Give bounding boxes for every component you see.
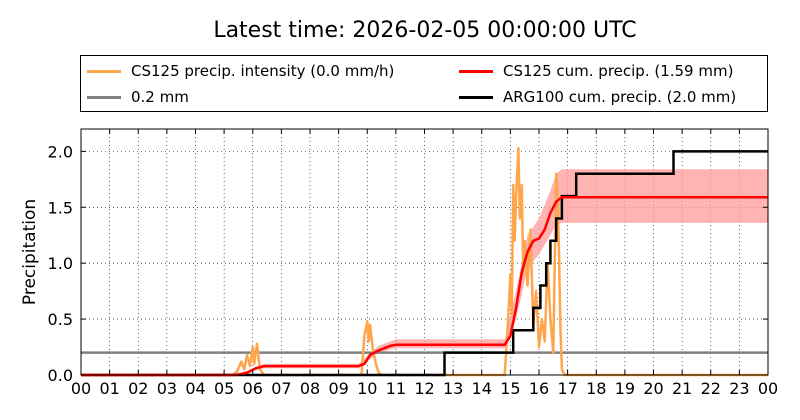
x-tick-label: 02: [128, 379, 148, 398]
x-tick-label: 15: [500, 379, 520, 398]
y-axis-label: Precipitation: [20, 199, 40, 305]
series-layer: [81, 146, 768, 377]
x-tick-label: 08: [300, 379, 320, 398]
legend-item-threshold: 0.2 mm: [87, 86, 189, 108]
y-tick-label: 1.0: [48, 254, 73, 273]
legend-swatch-threshold: [87, 95, 121, 99]
x-tick-label: 10: [357, 379, 377, 398]
tick-layer: 00 01 02 03 04 05 06 07 08 09 10 11 12 13 14 15 16 17 18 19…: [48, 129, 778, 398]
x-tick-label: 00: [71, 379, 91, 398]
legend: CS125 precip. intensity (0.0 mm/h) CS125…: [80, 55, 768, 112]
x-tick-label: 20: [643, 379, 663, 398]
legend-item-cs125-intensity: CS125 precip. intensity (0.0 mm/h): [87, 60, 394, 82]
x-tick-label: 21: [672, 379, 692, 398]
legend-label-threshold: 0.2 mm: [131, 88, 189, 106]
cs125-uncertainty-band: [81, 169, 768, 375]
arg100-cum-line: [81, 150, 768, 377]
x-tick-label: 11: [386, 379, 406, 398]
y-tick-label: 2.0: [48, 142, 73, 161]
legend-item-arg100-cum: ARG100 cum. precip. (2.0 mm): [459, 86, 736, 108]
y-tick-label: 0.0: [48, 366, 73, 385]
x-tick-label: 03: [157, 379, 177, 398]
x-tick-label: 23: [729, 379, 749, 398]
x-tick-label: 00: [758, 379, 778, 398]
y-tick-label: 1.5: [48, 198, 73, 217]
x-tick-label: 19: [615, 379, 635, 398]
legend-label-cs125-cum: CS125 cum. precip. (1.59 mm): [503, 62, 734, 80]
x-tick-label: 05: [214, 379, 234, 398]
x-tick-label: 22: [701, 379, 721, 398]
legend-label-cs125-intensity: CS125 precip. intensity (0.0 mm/h): [131, 62, 395, 80]
x-tick-label: 13: [443, 379, 463, 398]
x-tick-label: 12: [414, 379, 434, 398]
y-tick-label: 0.5: [48, 310, 73, 329]
x-tick-label: 16: [529, 379, 549, 398]
x-tick-label: 01: [99, 379, 119, 398]
x-tick-label: 14: [472, 379, 492, 398]
legend-swatch-cs125-cum: [459, 69, 493, 73]
grid: [81, 129, 768, 375]
legend-swatch-arg100-cum: [459, 95, 493, 99]
legend-swatch-cs125-intensity: [87, 69, 121, 73]
x-tick-label: 07: [271, 379, 291, 398]
cs125-cum-line: [81, 195, 768, 377]
legend-item-cs125-cum: CS125 cum. precip. (1.59 mm): [459, 60, 733, 82]
legend-label-arg100-cum: ARG100 cum. precip. (2.0 mm): [503, 88, 737, 106]
x-tick-label: 04: [185, 379, 205, 398]
x-tick-label: 17: [557, 379, 577, 398]
cs125-intensity-line: [81, 146, 768, 377]
x-tick-label: 09: [328, 379, 348, 398]
chart-title: Latest time: 2026-02-05 00:00:00 UTC: [213, 18, 637, 43]
x-tick-label: 06: [243, 379, 263, 398]
cs125-uncertainty-band-layer: [81, 169, 768, 375]
x-tick-label: 18: [586, 379, 606, 398]
